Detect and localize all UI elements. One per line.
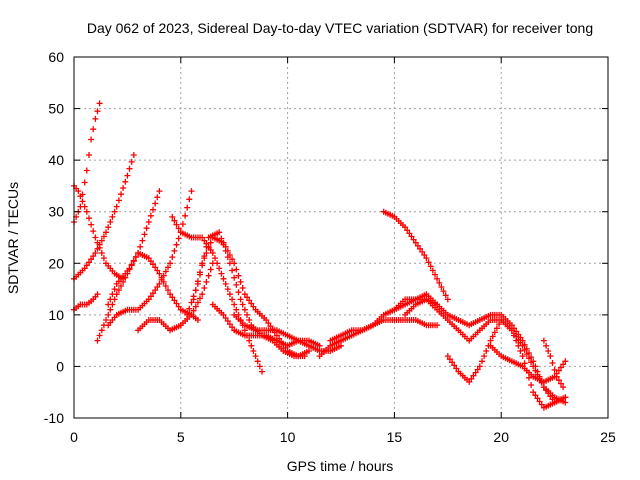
data-series [71,100,569,411]
series-arc-21 [540,337,567,391]
series-markers [380,208,451,303]
series-arc-16 [380,208,451,303]
y-tick-label: 50 [48,101,64,117]
series-arc-17 [391,291,569,406]
series-arc-12 [209,301,323,349]
x-tick-label: 10 [280,429,296,445]
series-arc-13 [231,311,344,354]
series-markers [135,260,216,334]
series-markers [231,311,344,354]
series-markers [71,182,127,282]
x-tick-label: 15 [387,429,403,445]
y-tick-label: -10 [44,410,64,426]
series-markers [209,301,323,349]
series-arc-8 [135,260,216,334]
y-tick-labels: -10 0 10 20 30 40 50 60 [44,49,64,426]
series-markers [105,250,201,323]
grid-lines [74,57,608,418]
y-tick-label: 30 [48,204,64,220]
x-tick-label: 25 [600,429,616,445]
y-tick-label: 20 [48,255,64,271]
y-tick-label: 0 [56,358,64,374]
series-markers [71,291,101,313]
y-tick-label: 40 [48,152,64,168]
x-tick-label: 0 [70,429,78,445]
series-arc-20 [487,342,569,385]
series-markers [540,337,567,391]
x-tick-labels: 0 5 10 15 20 25 [70,429,616,445]
series-markers [391,291,569,406]
y-axis-label: SDTVAR / TECUs [5,182,21,294]
series-arc-7 [105,188,195,329]
x-tick-label: 5 [177,429,185,445]
series-arc-3 [71,152,137,282]
series-arc-6 [105,250,201,323]
chart-title: Day 062 of 2023, Sidereal Day-to-day VTE… [87,20,593,36]
y-tick-label: 10 [48,307,64,323]
series-markers [105,188,195,329]
series-markers [71,152,137,282]
y-tick-label: 60 [48,49,64,65]
series-arc-4 [71,291,101,313]
series-markers [487,342,569,385]
plot-frame [73,56,609,419]
series-arc-2 [71,182,127,282]
axis-ticks [73,56,609,419]
x-axis-label: GPS time / hours [287,458,394,474]
x-tick-label: 20 [493,429,509,445]
